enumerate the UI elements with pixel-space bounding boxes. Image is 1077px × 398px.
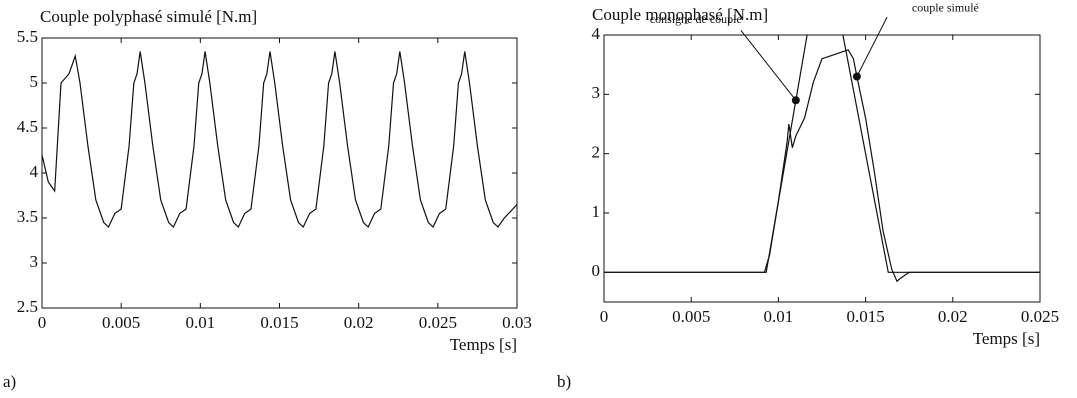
panel-label: a)	[3, 372, 16, 391]
x-tick-label: 0.025	[419, 313, 457, 332]
y-tick-label: 3	[592, 83, 601, 102]
x-tick-label: 0.01	[764, 307, 794, 326]
y-tick-label: 3.5	[17, 207, 38, 226]
y-tick-label: 1	[592, 202, 601, 221]
x-tick-label: 0	[600, 307, 609, 326]
plot-frame	[603, 34, 1041, 303]
x-tick-label: 0.025	[1021, 307, 1059, 326]
x-tick-label: 0.015	[846, 307, 884, 326]
annotation-label: consigne de couple	[650, 12, 742, 26]
panel: Couple monophasé [N.m] b) Temps [s] 0 1 2 3 4 0 0…	[557, 0, 1059, 391]
panel: Couple polyphasé simulé [N.m] a) Temps [s]…	[3, 7, 532, 391]
y-tick-label: 4.5	[17, 117, 38, 136]
annotation-point	[791, 96, 800, 105]
x-tick-label: 0.005	[672, 307, 710, 326]
x-tick-label: 0	[38, 313, 47, 332]
x-axis-label: Temps [s]	[973, 329, 1040, 348]
y-tick-label: 4	[30, 162, 39, 181]
annotation-label: couple simulé	[912, 0, 979, 14]
x-tick-label: 0.005	[102, 313, 140, 332]
y-tick-label: 3	[30, 252, 39, 271]
y-tick-label: 2.5	[17, 297, 38, 316]
x-axis-label: Temps [s]	[450, 335, 517, 354]
y-tick-label: 0	[592, 261, 601, 280]
y-tick-label: 5.5	[17, 27, 38, 46]
data-line	[604, 35, 1040, 273]
x-tick-label: 0.01	[185, 313, 215, 332]
y-tick-label: 2	[592, 143, 601, 162]
data-line	[42, 51, 517, 229]
x-tick-label: 0.03	[502, 313, 532, 332]
x-tick-label: 0.02	[938, 307, 968, 326]
annotation-point	[852, 72, 861, 81]
panel-label: b)	[557, 372, 571, 391]
y-tick-label: 4	[592, 24, 601, 43]
data-line	[604, 49, 1040, 283]
y-tick-label: 5	[30, 72, 39, 91]
plot-frame	[41, 37, 518, 309]
x-tick-label: 0.015	[260, 313, 298, 332]
chart-title: Couple monophasé [N.m]	[592, 5, 768, 24]
chart-title: Couple polyphasé simulé [N.m]	[40, 7, 257, 26]
annotation-leader	[856, 16, 888, 77]
x-tick-label: 0.02	[344, 313, 374, 332]
annotation-leader	[740, 29, 797, 101]
